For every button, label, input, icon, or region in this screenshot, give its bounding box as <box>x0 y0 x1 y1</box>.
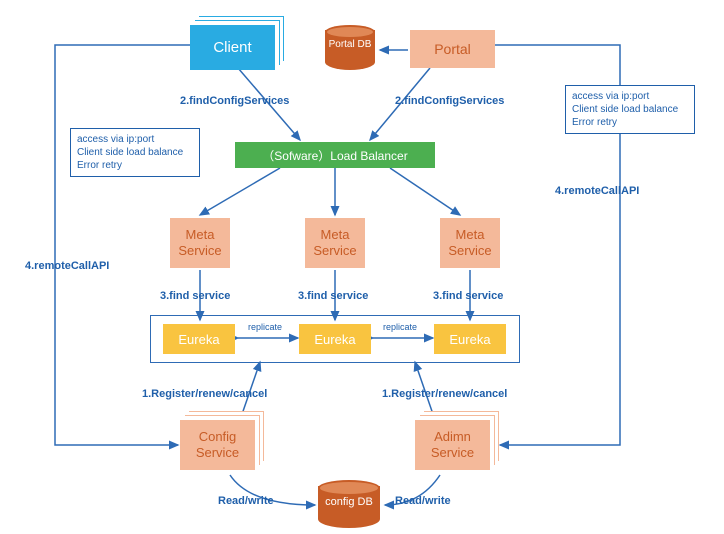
textbox-right: access via ip:port Client side load bala… <box>565 85 695 134</box>
textbox-left: access via ip:port Client side load bala… <box>70 128 200 177</box>
portal-db-label: Portal DB <box>325 39 375 50</box>
label-register-2: 1.Register/renew/cancel <box>382 388 507 400</box>
label-find-svc-1: 3.find service <box>160 290 230 302</box>
eureka2-label: Eureka <box>314 332 355 347</box>
eureka-1: Eureka <box>163 324 235 354</box>
meta2-label: Meta Service <box>313 227 356 258</box>
label-readwrite-2: Read/write <box>395 495 451 507</box>
label-replicate-1: replicate <box>248 322 282 332</box>
meta1-label: Meta Service <box>178 227 221 258</box>
admin-svc-label: Adimn Service <box>431 429 474 460</box>
portal-db: Portal DB <box>325 25 375 75</box>
load-balancer-node: （Sofware）Load Balancer <box>235 142 435 168</box>
client-node: Client <box>190 25 275 70</box>
label-find-config-2: 2.findConfigServices <box>395 95 504 107</box>
portal-label: Portal <box>434 41 471 57</box>
eureka-2: Eureka <box>299 324 371 354</box>
label-readwrite-1: Read/write <box>218 495 274 507</box>
meta3-label: Meta Service <box>448 227 491 258</box>
config-db: config DB <box>318 480 380 530</box>
label-register-1: 1.Register/renew/cancel <box>142 388 267 400</box>
config-service-node: Config Service <box>180 420 255 470</box>
admin-service-node: Adimn Service <box>415 420 490 470</box>
label-remotecall-1: 4.remoteCallAPI <box>25 260 109 272</box>
config-svc-label: Config Service <box>196 429 239 460</box>
label-find-svc-2: 3.find service <box>298 290 368 302</box>
label-find-config-1: 2.findConfigServices <box>180 95 289 107</box>
label-replicate-2: replicate <box>383 322 417 332</box>
config-db-label: config DB <box>318 496 380 508</box>
label-remotecall-2: 4.remoteCallAPI <box>555 185 639 197</box>
portal-node: Portal <box>410 30 495 68</box>
meta-service-3: Meta Service <box>440 218 500 268</box>
meta-service-1: Meta Service <box>170 218 230 268</box>
eureka3-label: Eureka <box>449 332 490 347</box>
eureka-3: Eureka <box>434 324 506 354</box>
client-label: Client <box>213 39 251 56</box>
load-balancer-label: （Sofware）Load Balancer <box>262 147 407 164</box>
eureka1-label: Eureka <box>178 332 219 347</box>
meta-service-2: Meta Service <box>305 218 365 268</box>
label-find-svc-3: 3.find service <box>433 290 503 302</box>
